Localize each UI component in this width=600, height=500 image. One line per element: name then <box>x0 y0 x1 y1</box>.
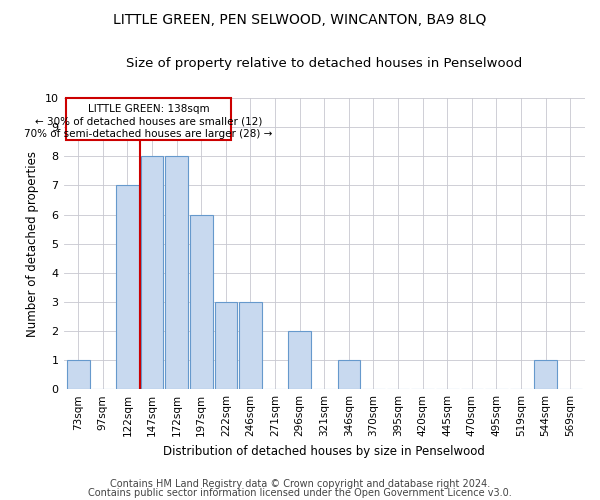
Text: Contains HM Land Registry data © Crown copyright and database right 2024.: Contains HM Land Registry data © Crown c… <box>110 479 490 489</box>
Text: 70% of semi-detached houses are larger (28) →: 70% of semi-detached houses are larger (… <box>24 128 272 138</box>
Bar <box>116 186 139 389</box>
Y-axis label: Number of detached properties: Number of detached properties <box>26 150 39 336</box>
X-axis label: Distribution of detached houses by size in Penselwood: Distribution of detached houses by size … <box>163 444 485 458</box>
Bar <box>338 360 360 389</box>
Text: LITTLE GREEN, PEN SELWOOD, WINCANTON, BA9 8LQ: LITTLE GREEN, PEN SELWOOD, WINCANTON, BA… <box>113 12 487 26</box>
Bar <box>141 156 163 389</box>
Bar <box>190 214 212 389</box>
Bar <box>215 302 237 389</box>
Bar <box>166 156 188 389</box>
Bar <box>67 360 89 389</box>
Bar <box>66 98 231 140</box>
Bar <box>289 331 311 389</box>
Bar <box>239 302 262 389</box>
Text: ← 30% of detached houses are smaller (12): ← 30% of detached houses are smaller (12… <box>35 116 262 126</box>
Text: LITTLE GREEN: 138sqm: LITTLE GREEN: 138sqm <box>88 104 209 115</box>
Text: Contains public sector information licensed under the Open Government Licence v3: Contains public sector information licen… <box>88 488 512 498</box>
Bar <box>535 360 557 389</box>
Title: Size of property relative to detached houses in Penselwood: Size of property relative to detached ho… <box>126 58 523 70</box>
